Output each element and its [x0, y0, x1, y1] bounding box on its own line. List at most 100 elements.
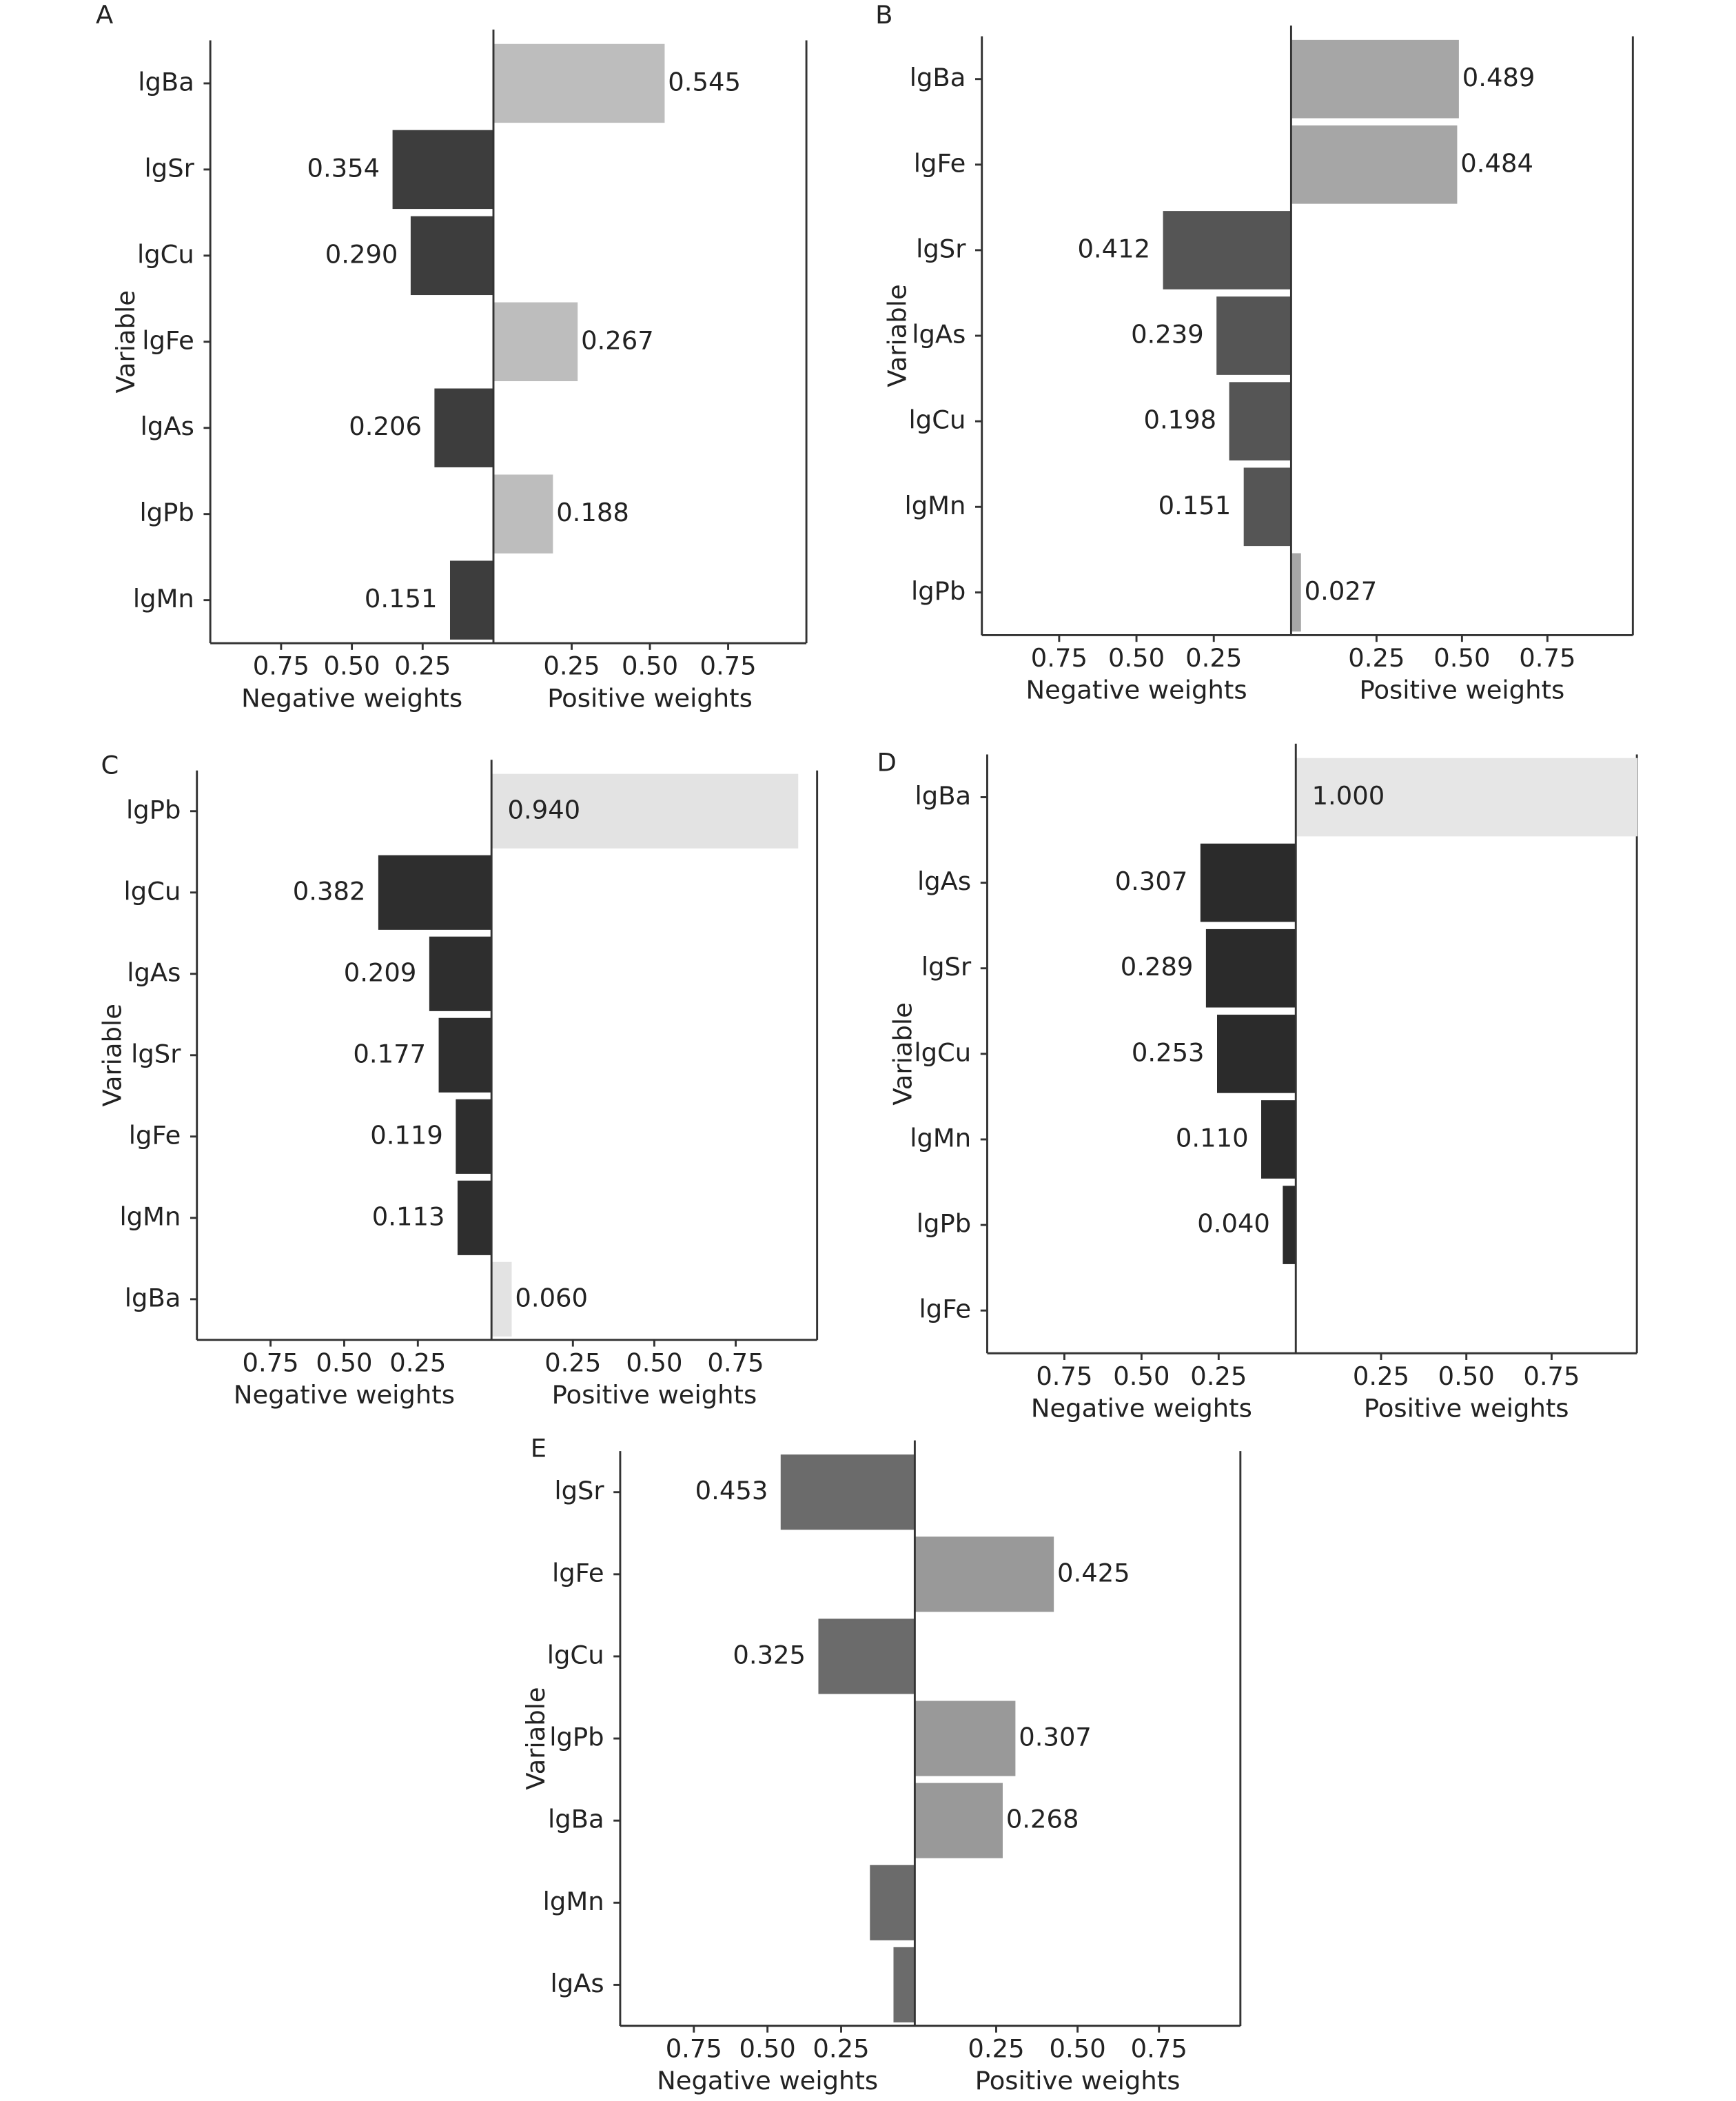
value-label: 0.206 — [349, 412, 422, 441]
x-tick-label: 0.50 — [1438, 1361, 1495, 1391]
bar — [870, 1865, 916, 1940]
bar — [491, 773, 799, 849]
bar — [1200, 843, 1297, 922]
y-tick-label: lgPb — [549, 1723, 604, 1752]
value-label: 0.209 — [344, 957, 417, 987]
bar — [392, 130, 494, 210]
value-label: 0.110 — [1176, 1123, 1249, 1153]
value-label: 0.325 — [733, 1640, 806, 1669]
y-tick-label: lgSr — [145, 153, 195, 183]
bar — [429, 936, 493, 1011]
bar — [457, 1180, 493, 1255]
value-label: 1.000 — [1312, 781, 1385, 811]
value-label: 0.289 — [1121, 952, 1194, 982]
y-tick-label: lgMn — [904, 491, 966, 520]
x-axis-title: Negative weights — [1026, 676, 1247, 705]
y-tick-label: lgFe — [552, 1558, 604, 1587]
y-tick-label: lgCu — [547, 1640, 604, 1669]
value-label: 0.453 — [695, 1476, 768, 1505]
x-tick-label: 0.25 — [543, 651, 600, 681]
y-tick-label: lgPb — [126, 795, 181, 824]
y-tick-label: lgPb — [139, 498, 194, 527]
x-tick-label: 0.25 — [1185, 643, 1242, 673]
panel-label: C — [101, 750, 119, 780]
y-tick-label: lgSr — [554, 1476, 604, 1505]
value-label: 0.267 — [581, 325, 654, 355]
x-tick-label: 0.75 — [1523, 1361, 1580, 1391]
x-tick-label: 0.50 — [1108, 643, 1165, 673]
panel-label: D — [877, 748, 897, 778]
y-tick-label: lgFe — [129, 1120, 181, 1150]
value-label: 0.188 — [556, 498, 629, 527]
x-tick-label: 0.25 — [968, 2033, 1024, 2063]
y-tick-label: lgAs — [917, 866, 971, 896]
value-label: 0.307 — [1019, 1723, 1092, 1752]
value-label: 0.151 — [1158, 491, 1232, 520]
x-tick-label: 0.25 — [1190, 1361, 1247, 1391]
x-tick-label: 0.25 — [1353, 1361, 1409, 1391]
bar — [1243, 467, 1292, 547]
x-tick-label: 0.50 — [739, 2033, 796, 2063]
bar — [914, 1536, 1054, 1612]
value-label: 0.412 — [1077, 234, 1150, 263]
y-tick-label: lgAs — [912, 320, 966, 349]
y-tick-label: lgCu — [914, 1037, 971, 1067]
x-tick-label: 0.75 — [1031, 643, 1087, 673]
y-tick-label: lgFe — [142, 325, 194, 355]
bar — [434, 388, 494, 467]
x-axis-title: Positive weights — [1360, 676, 1565, 705]
bar — [493, 43, 665, 123]
value-label: 0.027 — [1305, 576, 1378, 606]
value-label: 0.040 — [1197, 1209, 1270, 1239]
x-tick-label: 0.50 — [1113, 1361, 1170, 1391]
bar — [1261, 1100, 1297, 1179]
y-tick-label: lgFe — [914, 148, 966, 178]
value-label: 0.177 — [353, 1039, 426, 1068]
x-tick-label: 0.25 — [394, 651, 451, 681]
y-tick-label: lgCu — [137, 239, 194, 269]
bar — [1283, 1186, 1297, 1264]
value-label: 0.113 — [372, 1201, 445, 1231]
bar — [893, 1947, 916, 2023]
bar — [493, 474, 553, 554]
value-label: 0.382 — [293, 876, 366, 906]
value-label: 0.060 — [515, 1283, 588, 1312]
value-label: 0.119 — [370, 1120, 443, 1150]
bar — [438, 1017, 493, 1093]
value-label: 0.354 — [307, 153, 380, 183]
x-tick-label: 0.75 — [242, 1348, 298, 1377]
bar — [1217, 1015, 1297, 1093]
bar — [1229, 382, 1292, 460]
x-tick-label: 0.25 — [544, 1348, 601, 1377]
bar — [1163, 211, 1292, 290]
y-tick-label: lgSr — [916, 234, 966, 263]
y-tick-label: lgAs — [141, 412, 194, 441]
value-label: 0.484 — [1460, 148, 1533, 178]
panel-label: A — [96, 0, 113, 30]
panel-label: B — [875, 0, 892, 30]
bar — [491, 1261, 512, 1337]
y-axis-title: Variable — [111, 290, 141, 393]
value-label: 0.268 — [1006, 1805, 1079, 1834]
value-label: 0.425 — [1057, 1558, 1130, 1587]
x-axis-title: Positive weights — [975, 2066, 1181, 2095]
y-tick-label: lgAs — [550, 1969, 604, 1998]
bar — [780, 1454, 916, 1530]
bar — [456, 1099, 493, 1174]
y-axis-title: Variable — [98, 1004, 127, 1106]
bar — [1290, 39, 1459, 119]
y-tick-label: lgAs — [127, 957, 181, 987]
value-label: 0.253 — [1132, 1037, 1205, 1067]
x-tick-label: 0.50 — [626, 1348, 682, 1377]
bar — [1205, 928, 1297, 1008]
bar — [1290, 553, 1301, 632]
value-label: 0.151 — [365, 584, 438, 613]
bar — [914, 1783, 1003, 1858]
value-label: 0.290 — [325, 239, 398, 269]
bar — [1216, 296, 1292, 375]
y-tick-label: lgPb — [917, 1209, 971, 1239]
x-axis-title: Negative weights — [234, 1380, 455, 1410]
x-axis-title: Negative weights — [1031, 1393, 1252, 1423]
y-axis-title: Variable — [521, 1687, 551, 1789]
